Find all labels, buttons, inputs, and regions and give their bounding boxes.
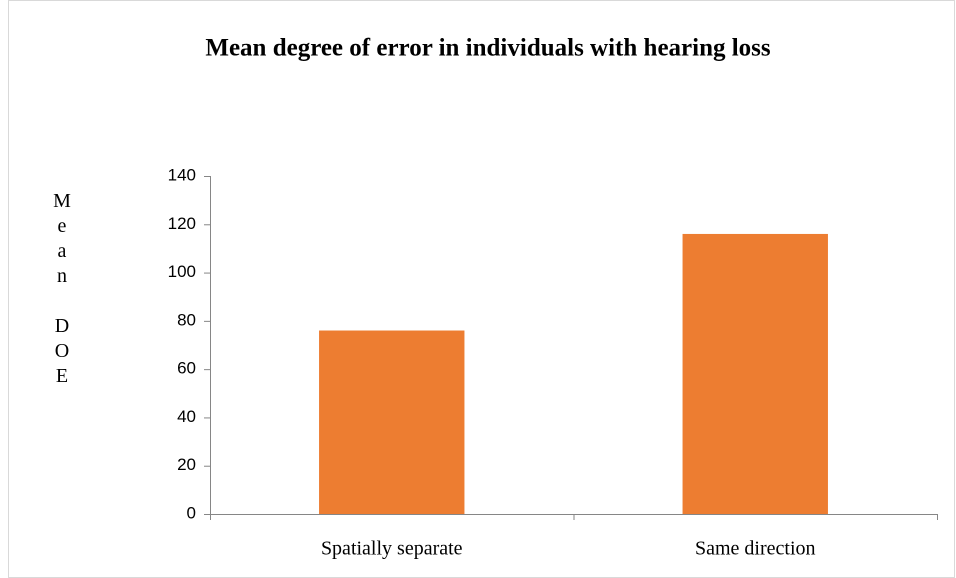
- x-tick-label: Same direction: [695, 538, 816, 560]
- chart-title: Mean degree of error in individuals with…: [205, 35, 771, 62]
- y-tick-label: 80: [177, 310, 196, 329]
- y-axis-label: Mean DOE: [51, 190, 73, 390]
- y-tick-label: 40: [177, 407, 196, 426]
- x-tick-label: Spatially separate: [321, 538, 463, 560]
- y-tick-label: 140: [168, 165, 196, 184]
- y-tick-label: 0: [187, 503, 196, 522]
- bar: [319, 330, 465, 514]
- y-tick-label: 20: [177, 455, 196, 474]
- y-tick-label: 120: [168, 214, 196, 233]
- y-tick-label: 60: [177, 359, 196, 378]
- y-tick-label: 100: [168, 262, 196, 281]
- bar: [682, 233, 828, 514]
